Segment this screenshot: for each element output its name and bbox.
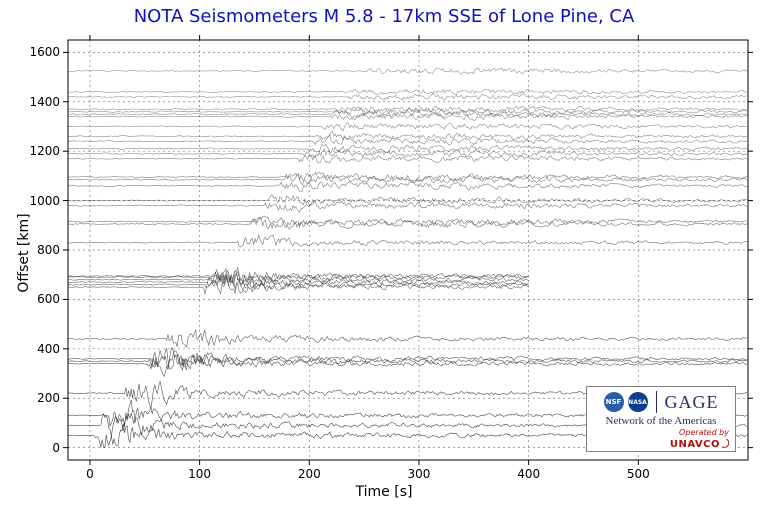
nasa-logo-text: NASA	[628, 399, 647, 406]
x-tick-label: 300	[408, 467, 431, 481]
nsf-logo-icon: NSF	[604, 392, 624, 412]
y-tick-label: 1200	[29, 144, 60, 158]
gage-text: GAGE	[665, 392, 719, 413]
attribution-box: NSF NASA GAGE Network of the Americas Op…	[586, 386, 736, 452]
y-tick-label: 400	[37, 342, 60, 356]
x-tick-label: 400	[517, 467, 540, 481]
unavco-text: UNAVCO	[670, 439, 720, 450]
nota-text: Network of the Americas	[593, 415, 729, 427]
y-tick-label: 200	[37, 391, 60, 405]
x-tick-label: 0	[86, 467, 94, 481]
figure: NOTA Seismometers M 5.8 - 17km SSE of Lo…	[0, 0, 768, 515]
divider	[656, 391, 657, 413]
y-tick-label: 0	[52, 441, 60, 455]
y-tick-label: 600	[37, 292, 60, 306]
logo-row: NSF NASA GAGE	[593, 391, 729, 413]
x-tick-label: 200	[298, 467, 321, 481]
x-tick-label: 100	[188, 467, 211, 481]
nasa-logo-icon: NASA	[628, 392, 648, 412]
nsf-logo-text: NSF	[606, 398, 622, 406]
x-tick-label: 500	[627, 467, 650, 481]
operated-by-text: Operated by	[679, 428, 729, 437]
y-tick-label: 1600	[29, 45, 60, 59]
y-tick-label: 800	[37, 243, 60, 257]
y-tick-label: 1000	[29, 194, 60, 208]
operated-by-line: Operated by UNAVCO	[593, 428, 729, 450]
y-tick-label: 1400	[29, 95, 60, 109]
